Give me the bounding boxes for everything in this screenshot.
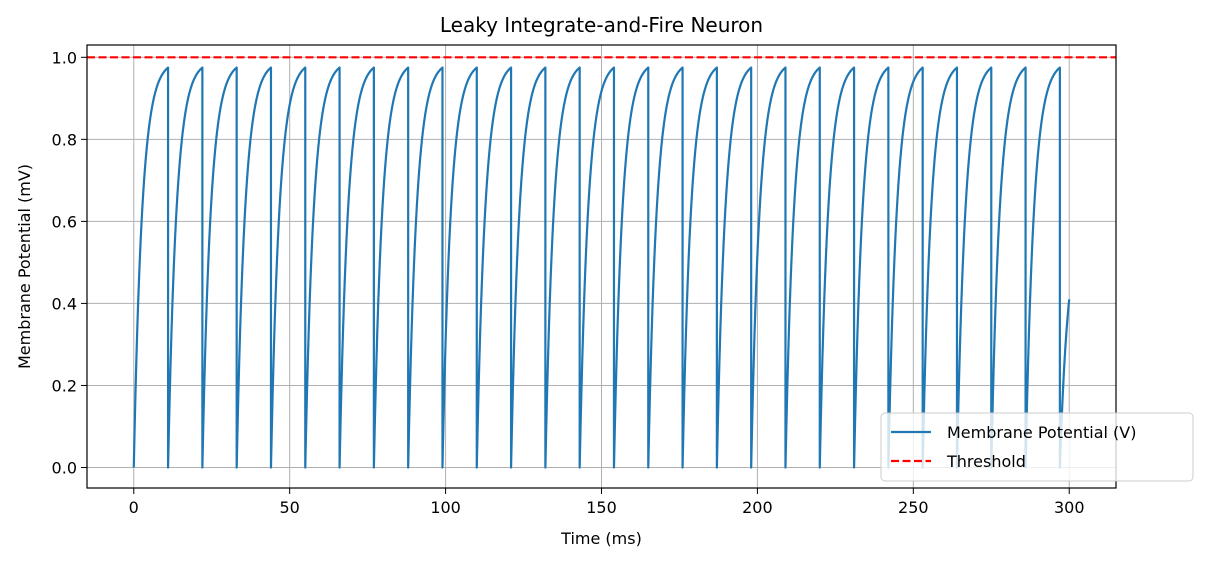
- y-tick-label: 0.0: [52, 458, 77, 477]
- plot-series: [87, 56, 1116, 469]
- y-tick-label: 0.4: [52, 294, 77, 313]
- x-tick-label: 50: [280, 498, 300, 517]
- legend-label: Threshold: [946, 452, 1026, 471]
- y-tick-label: 0.2: [52, 376, 77, 395]
- x-tick-label: 200: [742, 498, 773, 517]
- legend: Membrane Potential (V) Threshold: [880, 412, 1194, 482]
- legend-label: Membrane Potential (V): [947, 423, 1136, 442]
- y-tick-label: 1.0: [52, 48, 77, 67]
- chart-title: Leaky Integrate-and-Fire Neuron: [440, 13, 763, 37]
- x-tick-label: 100: [430, 498, 461, 517]
- ticks: 0 50 100 150 200 250 300 0.0 0.2 0.4 0.6 0.8 1.0: [52, 48, 1085, 517]
- y-tick-label: 0.8: [52, 130, 77, 149]
- x-axis-label: Time (ms): [560, 529, 642, 548]
- membrane-potential-line: [132, 66, 1071, 469]
- y-tick-label: 0.6: [52, 212, 77, 231]
- x-tick-label: 0: [129, 498, 139, 517]
- y-axis-label: Membrane Potential (mV): [15, 164, 34, 369]
- legend-box: [880, 412, 1194, 482]
- x-tick-label: 250: [898, 498, 929, 517]
- x-tick-label: 150: [586, 498, 617, 517]
- x-tick-label: 300: [1054, 498, 1085, 517]
